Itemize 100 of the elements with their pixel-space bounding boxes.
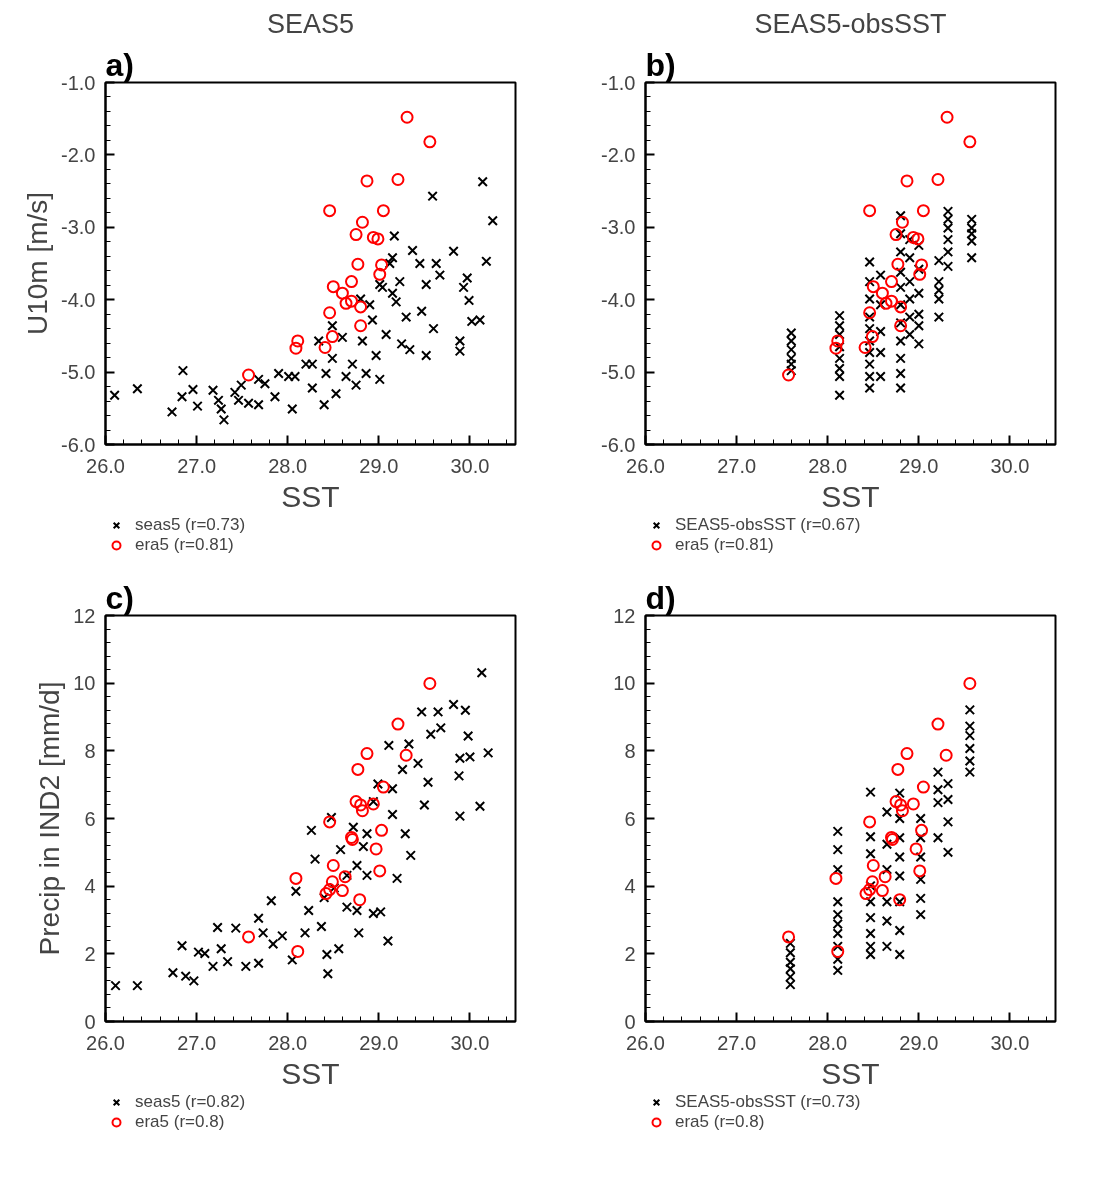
legend-label: SEAS5-obsSST (r=0.73) [675, 1092, 861, 1112]
y-tick-label: 4 [624, 875, 636, 898]
point [339, 296, 353, 310]
legend-label: SEAS5-obsSST (r=0.67) [675, 515, 861, 535]
x-tick-label: 30.0 [990, 1031, 1030, 1054]
point [881, 838, 893, 850]
point [335, 884, 349, 898]
point [242, 368, 256, 382]
y-tick-label: -6.0 [61, 433, 96, 456]
point [894, 832, 905, 844]
y-tick-label: -4.0 [61, 288, 96, 311]
point [391, 173, 405, 187]
point [360, 747, 374, 761]
point [915, 258, 929, 272]
point [865, 912, 876, 923]
y-tick-label: -3.0 [61, 216, 96, 239]
point [831, 944, 845, 958]
x-axis-title: SST [281, 1056, 340, 1090]
point [863, 204, 877, 218]
point [878, 870, 892, 884]
point [942, 778, 954, 789]
y-tick-label: 6 [84, 807, 96, 830]
point [964, 730, 976, 741]
point [906, 797, 920, 811]
point [885, 275, 898, 289]
point [354, 300, 368, 314]
point [915, 813, 926, 824]
point [369, 842, 383, 856]
point [863, 883, 877, 897]
point [323, 204, 337, 218]
point [963, 677, 977, 690]
point [354, 319, 368, 333]
y-axis-title: Precip in IND2 [mm/d] [34, 681, 66, 956]
point [371, 232, 385, 246]
x-tick-label: 29.0 [899, 454, 939, 477]
y-tick-label: 12 [613, 604, 636, 627]
point [915, 893, 926, 904]
point [375, 823, 389, 837]
y-axis-title: U10m [m/s] [22, 191, 54, 336]
point [932, 784, 944, 795]
point [863, 815, 877, 829]
x-tick-label: 27.0 [177, 1031, 217, 1054]
x-tick-label: 28.0 [268, 1031, 308, 1054]
y-tick-label: 0 [84, 1010, 96, 1033]
point [885, 294, 898, 308]
point [829, 871, 843, 885]
y-tick-label: 10 [613, 672, 636, 695]
point [832, 826, 843, 837]
y-tick-label: 10 [73, 672, 96, 695]
annotation: a) [105, 46, 134, 83]
point [829, 341, 843, 355]
point [932, 766, 944, 778]
point [889, 228, 903, 242]
point [291, 334, 305, 348]
point [785, 947, 796, 959]
point [423, 135, 437, 149]
point [832, 864, 843, 875]
x-axis-title: SST [821, 479, 880, 513]
point [423, 677, 437, 690]
point [375, 258, 389, 272]
x-tick-label: 28.0 [268, 454, 308, 477]
point [863, 306, 877, 320]
point [865, 848, 876, 859]
y-tick-label: -4.0 [601, 288, 636, 311]
point [785, 963, 796, 974]
point [289, 871, 303, 885]
point [931, 173, 945, 187]
point [400, 110, 414, 124]
text: c) [105, 579, 134, 616]
point [865, 941, 876, 952]
point [964, 704, 976, 716]
point [866, 859, 880, 873]
point [891, 257, 905, 271]
point [900, 747, 914, 761]
point [785, 971, 796, 983]
point [832, 896, 843, 907]
point [349, 228, 363, 242]
point [355, 804, 369, 818]
point [875, 884, 889, 898]
x-tick-label: 29.0 [359, 1031, 399, 1054]
x-tick-label: 28.0 [808, 454, 848, 477]
x-tick-label: 27.0 [717, 454, 757, 477]
point [351, 257, 365, 271]
point [881, 915, 893, 927]
point [963, 135, 977, 149]
point [349, 795, 363, 809]
y-tick-label: 12 [73, 604, 96, 627]
legend-label: era5 (r=0.81) [135, 535, 234, 555]
point [915, 909, 926, 920]
point [942, 816, 954, 828]
point [894, 798, 908, 812]
point [325, 875, 339, 889]
x-tick-label: 28.0 [808, 1031, 848, 1054]
point [335, 286, 349, 300]
x-tick-label: 29.0 [899, 1031, 939, 1054]
point [964, 743, 976, 754]
point [881, 941, 893, 952]
point [881, 896, 893, 907]
point [323, 883, 337, 897]
point [785, 979, 796, 990]
